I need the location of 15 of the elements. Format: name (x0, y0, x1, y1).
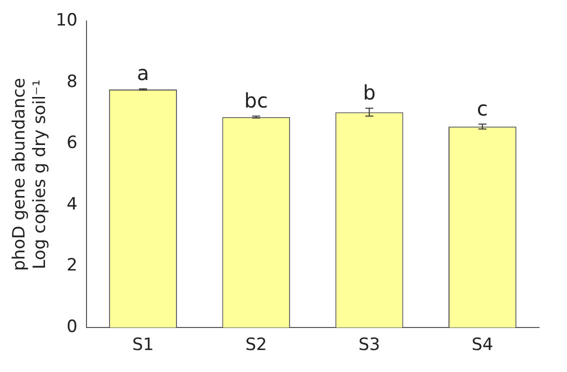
y-tick-label: 6 (66, 133, 78, 154)
y-tick-label: 8 (66, 72, 78, 92)
y-tick-label: 10 (56, 10, 78, 31)
annotation: b (362, 80, 376, 104)
x-tick-label: S3 (358, 335, 380, 356)
y-tick-label: 2 (66, 256, 78, 276)
x-tick-label: S1 (132, 335, 154, 356)
x-tick-label: S2 (245, 335, 267, 356)
y-axis-title: phoD gene abundance Log copies g dry soil⁻¹ (10, 78, 50, 271)
y-tick-label: 4 (66, 194, 78, 214)
annotation: a (136, 61, 150, 86)
y-tick-label: 0 (66, 317, 78, 338)
annotation: bc (244, 88, 268, 112)
annotation: c (476, 96, 488, 120)
x-tick-label: S4 (472, 335, 494, 356)
